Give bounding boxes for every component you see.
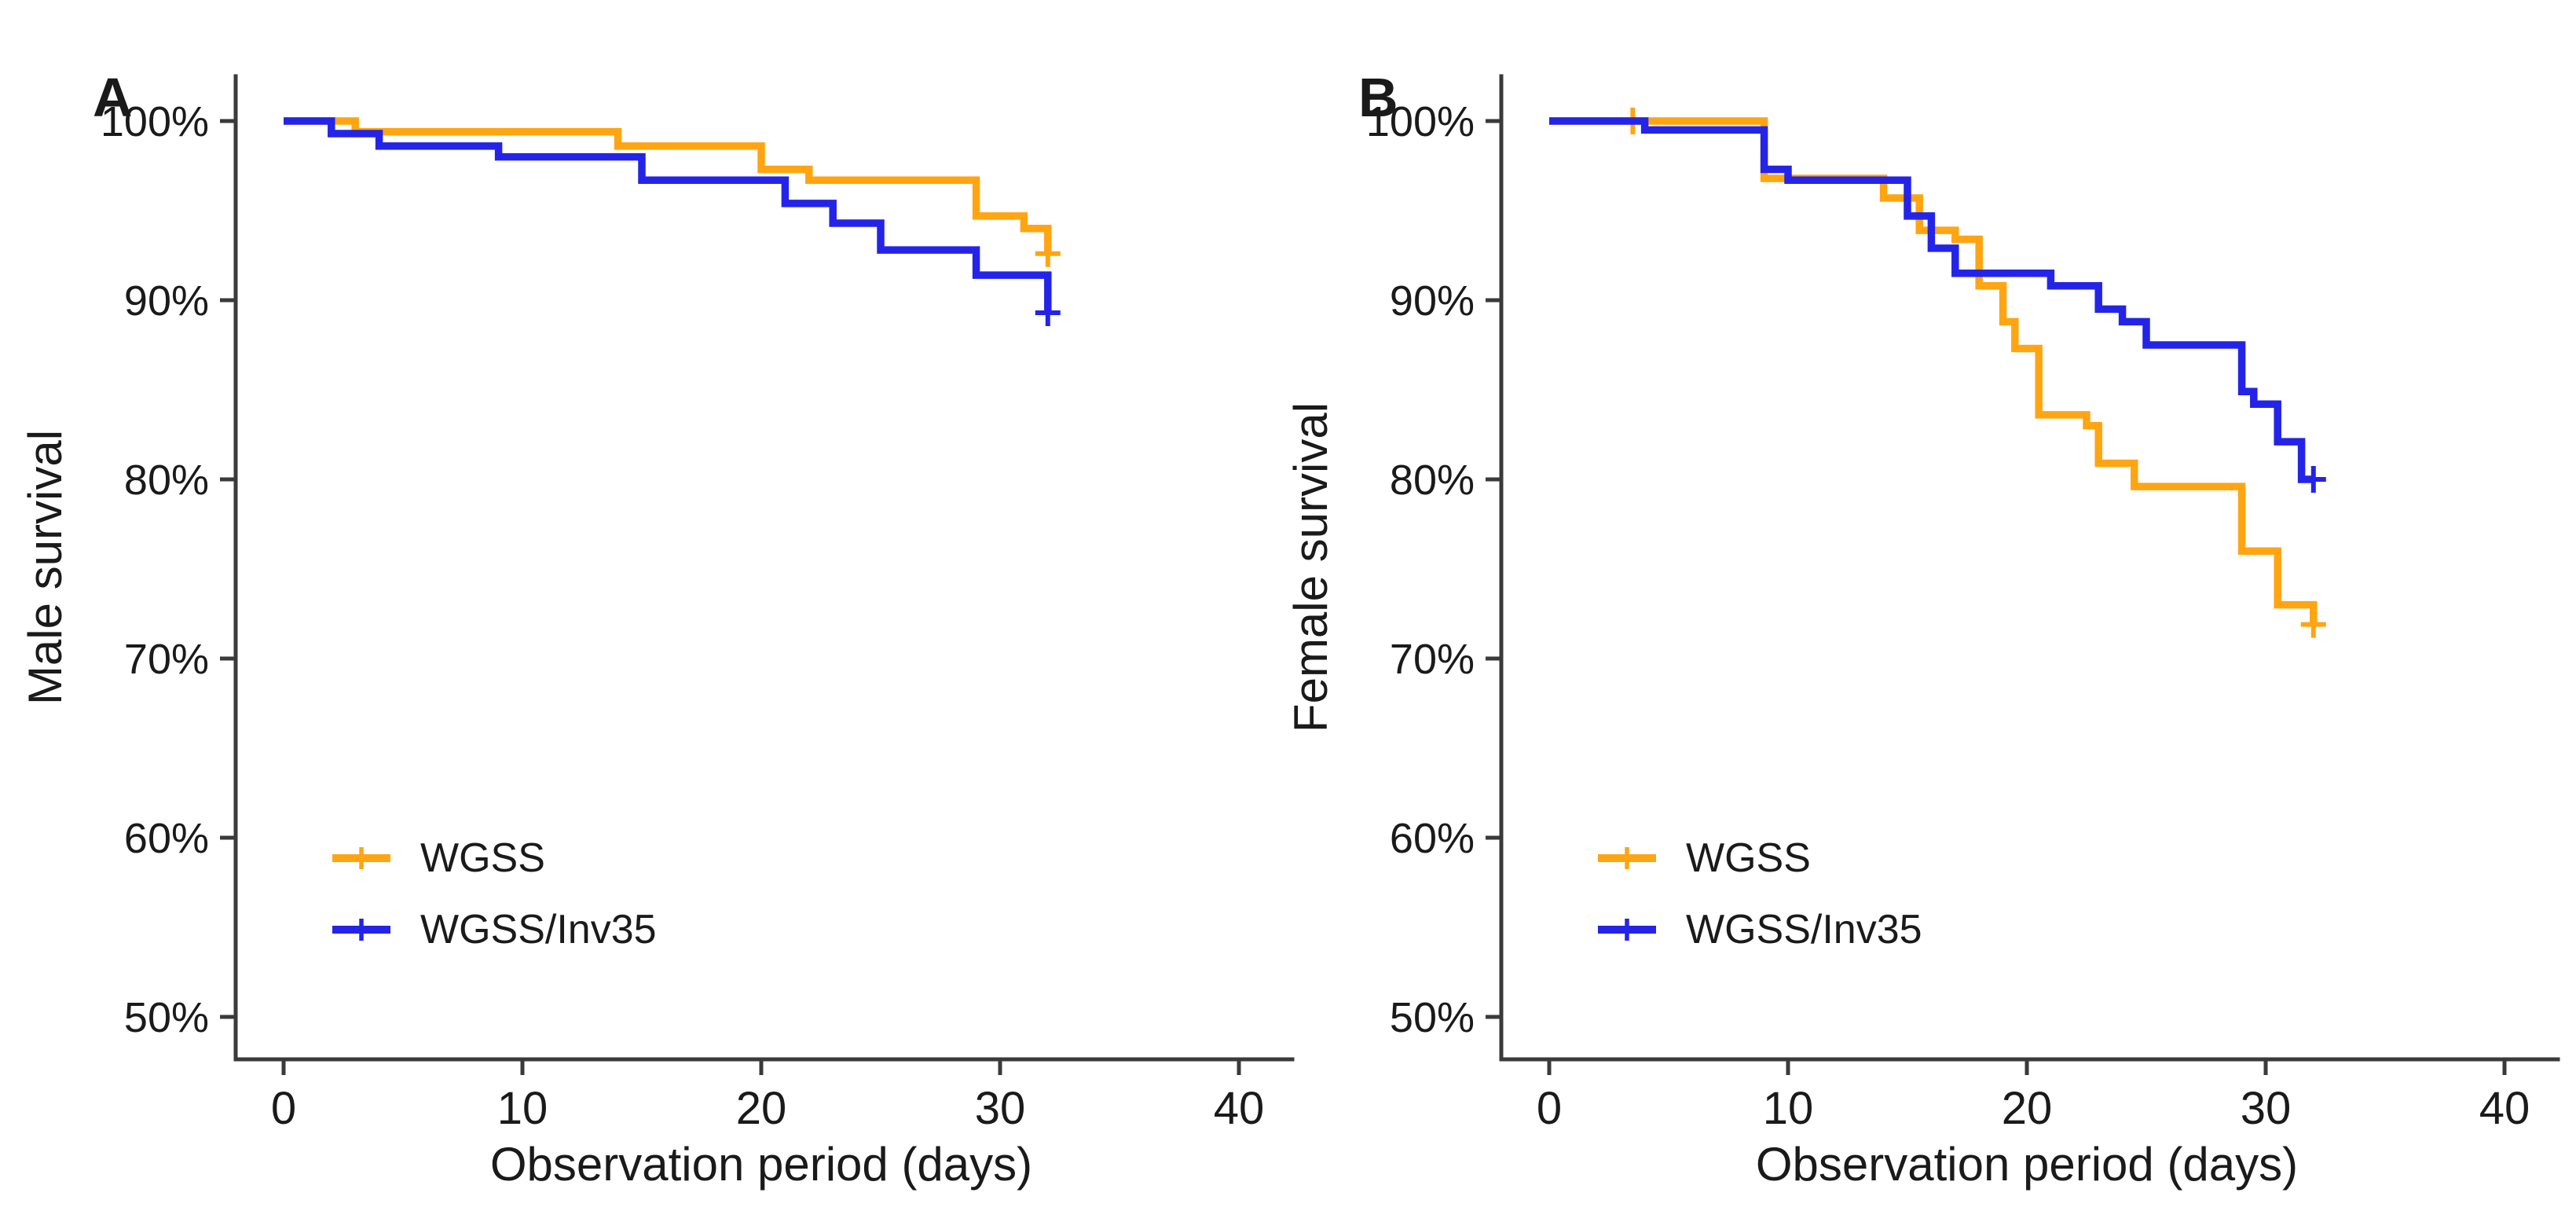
legend-label-wgss-a: WGSS (420, 835, 545, 881)
y-tick-label: 70% (124, 636, 209, 683)
panel-female-survival: B Female survival Observation period (da… (1284, 67, 2560, 1191)
survival-curves-b (1549, 108, 2326, 638)
legend-label-wgss-inv35-b: WGSS/Inv35 (1686, 907, 1922, 952)
censor-mark (1035, 240, 1061, 267)
x-tick-label: 10 (1763, 1083, 1814, 1134)
legend-label-wgss-inv35-a: WGSS/Inv35 (420, 907, 657, 952)
y-tick-label: 50% (124, 994, 209, 1041)
survival-curve-wgss (1549, 117, 2318, 625)
survival-curve-wgss-inv35 (284, 117, 1052, 313)
survival-curve-wgss (284, 117, 1052, 254)
x-tick-label: 20 (736, 1083, 787, 1134)
y-tick-label: 60% (1390, 815, 1475, 862)
y-tick-label: 70% (1390, 636, 1475, 683)
axes-a: 100% 90% 80% 70% 60% 50% 0 10 20 30 40 (101, 74, 1295, 1134)
y-tick-label: 80% (124, 457, 209, 504)
panel-letter-a: A (93, 67, 133, 128)
axes-b: 100% 90% 80% 70% 60% 50% 0 10 20 30 40 (1366, 74, 2560, 1134)
y-axis-title-b: Female survival (1284, 402, 1337, 732)
legend-a: WGSS WGSS/Inv35 (332, 835, 657, 952)
panel-letter-b: B (1358, 67, 1398, 128)
y-tick-label: 100% (101, 98, 209, 145)
x-axis-title-b: Observation period (days) (1756, 1138, 2298, 1191)
legend-label-wgss-b: WGSS (1686, 835, 1811, 881)
legend-b: WGSS WGSS/Inv35 (1598, 835, 1922, 952)
censor-mark (2300, 611, 2326, 638)
x-tick-label: 0 (1537, 1083, 1562, 1134)
x-tick-label: 10 (497, 1083, 548, 1134)
y-tick-label: 90% (1390, 277, 1475, 325)
x-tick-label: 30 (2241, 1083, 2292, 1134)
y-tick-label: 90% (124, 277, 209, 325)
x-tick-label: 20 (2002, 1083, 2053, 1134)
x-tick-label: 0 (271, 1083, 296, 1134)
survival-curves-a (284, 117, 1061, 326)
y-tick-label: 100% (1366, 98, 1475, 145)
censor-mark (1035, 299, 1061, 326)
x-tick-label: 40 (2479, 1083, 2530, 1134)
censor-mark (2300, 466, 2326, 493)
y-axis-title-a: Male survival (19, 430, 71, 705)
x-tick-label: 30 (975, 1083, 1026, 1134)
y-tick-label: 80% (1390, 457, 1475, 504)
survival-curve-wgss-inv35 (1549, 117, 2314, 483)
y-tick-label: 50% (1390, 994, 1475, 1041)
y-tick-label: 60% (124, 815, 209, 862)
panel-male-survival: A Male survival Observation period (days… (19, 67, 1295, 1191)
x-tick-label: 40 (1214, 1083, 1265, 1134)
x-axis-title-a: Observation period (days) (490, 1138, 1032, 1191)
